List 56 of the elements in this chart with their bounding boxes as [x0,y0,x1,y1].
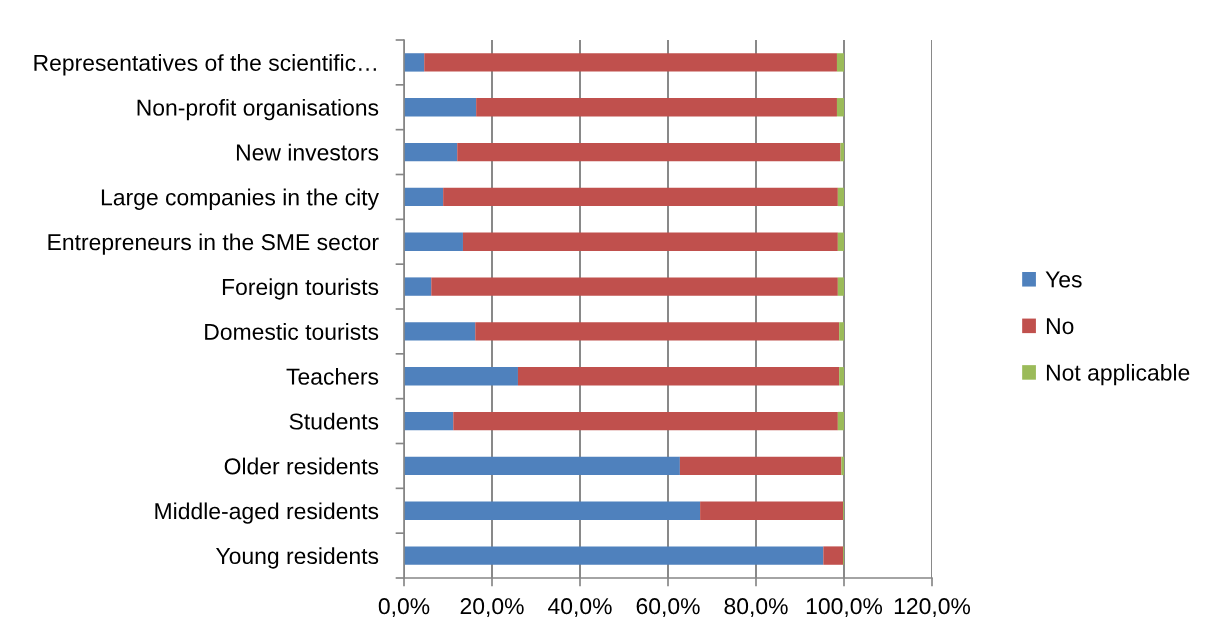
legend-label: Not applicable [1046,363,1190,386]
bar [453,411,838,431]
y-tick-label: Foreign tourists [222,278,379,300]
x-tick-label: 100,0% [806,598,883,617]
y-tick-label: Non-profit organisations [137,98,379,121]
y-tick-label: Teachers [286,367,379,385]
bar [823,546,844,565]
bar [457,142,841,162]
legend-label: No [1046,318,1074,335]
bar [404,142,458,162]
bar [443,187,838,207]
y-tick-label: Large companies in the city [101,188,379,210]
bar [404,367,518,386]
y-tick-label: Domestic tourists [205,323,379,340]
y-tick-label: Entrepreneurs in the SME sector [48,233,379,255]
bar [700,501,844,520]
bar [404,277,432,296]
y-tick-label: Middle-aged residents [155,502,379,524]
bar [404,53,425,72]
bar [404,187,444,207]
x-tick-label: 20,0% [460,598,524,617]
x-tick-label: 80,0% [724,598,788,617]
bar [404,501,701,520]
y-tick-label: New investors [236,143,379,161]
bar [424,53,837,72]
bar [475,322,840,341]
bar [836,98,844,117]
x-tick-label: 120,0% [894,598,971,617]
bar [404,98,477,117]
x-tick-label: 60,0% [636,598,700,617]
bar [476,98,837,117]
bar [404,322,476,341]
bar [837,411,844,431]
bar [431,277,838,296]
bar [404,232,463,251]
bar [404,411,454,431]
bar [841,456,844,476]
bar [839,367,844,386]
x-tick-label: 0,0% [378,598,430,617]
y-tick-label: Older residents [224,457,379,475]
bar [840,142,844,162]
bar [517,367,840,386]
bar [836,53,844,72]
y-tick-label: Students [289,412,379,430]
y-tick-label: Representatives of the scientific… [34,54,376,76]
bar [404,456,680,476]
legend-label: Yes [1045,271,1082,288]
bar [837,187,844,207]
x-tick-label: 40,0% [548,598,612,617]
bar [462,232,838,251]
bar [404,546,824,565]
bar [839,322,844,341]
bar [837,277,844,296]
bar [679,456,842,476]
y-tick-label: Young residents [215,547,379,569]
bar [837,232,844,251]
